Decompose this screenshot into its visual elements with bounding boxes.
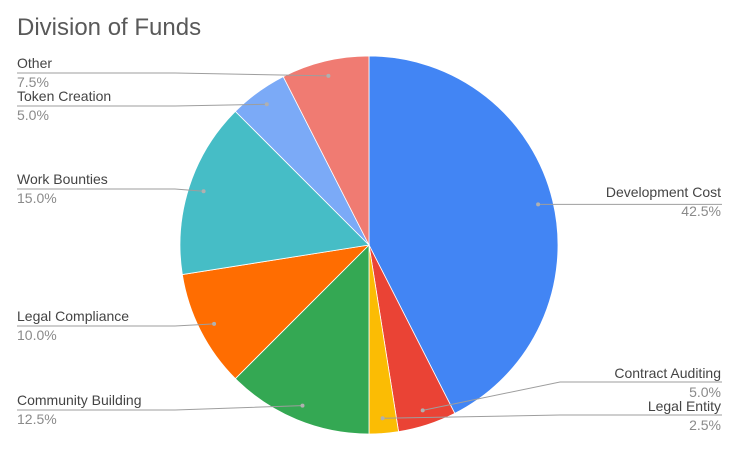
slice-percent-label: 2.5% <box>689 417 721 433</box>
pie-slice-development-cost <box>368 55 559 414</box>
slice-label: Legal Entity <box>648 398 721 414</box>
leader-line <box>17 405 303 411</box>
slice-label: Other <box>17 55 52 71</box>
leader-line <box>382 414 722 419</box>
leader-line <box>17 323 215 327</box>
slice-labels: Development Cost 42.5% Contract Auditing 5.… <box>17 55 721 433</box>
pie-slices <box>179 55 559 435</box>
slice-percent-label: 42.5% <box>681 203 721 219</box>
slice-label: Work Bounties <box>17 171 108 187</box>
slice-percent-label: 7.5% <box>17 74 49 90</box>
slice-label: Token Creation <box>17 88 111 104</box>
leader-line <box>17 103 267 107</box>
pie-slice-other <box>282 55 370 246</box>
slice-label: Development Cost <box>606 184 721 200</box>
leader-dot <box>420 408 425 413</box>
chart-title: Division of Funds <box>17 14 201 41</box>
pie-slice-legal-compliance <box>181 244 371 380</box>
leader-line <box>17 188 204 192</box>
leader-dot <box>212 321 217 326</box>
leader-dot <box>380 416 385 421</box>
leader-line <box>422 381 722 411</box>
leader-line <box>17 72 329 77</box>
leader-dot <box>326 73 331 78</box>
leader-dot <box>536 202 541 207</box>
leader-lines <box>17 72 722 421</box>
slice-percent-label: 12.5% <box>17 411 57 427</box>
slice-label: Legal Compliance <box>17 308 129 324</box>
leader-dot <box>201 189 206 194</box>
leader-dot <box>264 102 269 107</box>
leader-dot <box>300 403 305 408</box>
slice-percent-label: 5.0% <box>689 384 721 400</box>
slice-label: Contract Auditing <box>614 365 721 381</box>
slice-percent-label: 5.0% <box>17 107 49 123</box>
slice-label: Community Building <box>17 392 142 408</box>
slice-percent-label: 15.0% <box>17 190 57 206</box>
slice-percent-label: 10.0% <box>17 327 57 343</box>
pie-slice-community-building <box>234 244 370 435</box>
pie-slice-work-bounties <box>179 110 370 276</box>
